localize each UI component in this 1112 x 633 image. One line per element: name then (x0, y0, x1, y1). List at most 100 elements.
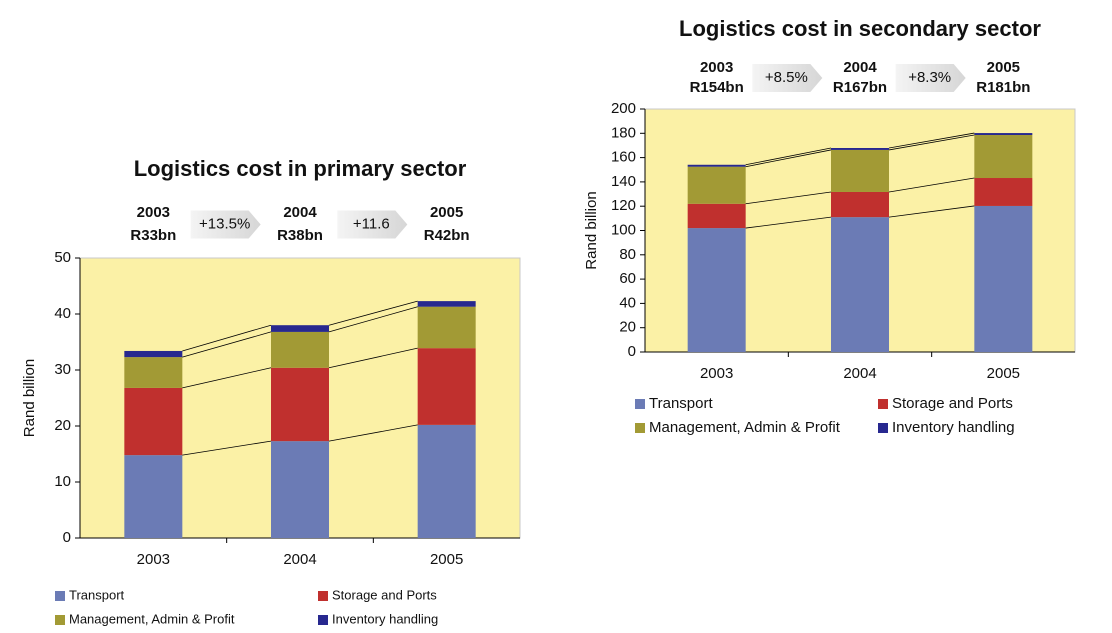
header-total: R154bn (690, 79, 744, 96)
connector (182, 440, 272, 456)
header-total: R167bn (833, 79, 887, 96)
bar-segment (417, 424, 476, 538)
bar-segment (687, 203, 746, 229)
connector (745, 149, 832, 168)
growth-label: +13.5% (199, 215, 250, 232)
legend-label: Storage and Ports (892, 395, 1013, 412)
y-tick-label: 0 (63, 529, 71, 546)
connector (745, 216, 832, 229)
y-tick-label: 100 (611, 221, 636, 238)
y-tick-label: 160 (611, 149, 636, 166)
legend-label: Storage and Ports (332, 587, 437, 602)
legend-label: Inventory handling (892, 419, 1015, 436)
growth-arrow (337, 210, 408, 239)
legend-swatch (878, 399, 888, 409)
connector (328, 424, 418, 442)
bar-segment (124, 350, 183, 358)
y-tick-label: 140 (611, 173, 636, 190)
y-tick-label: 0 (628, 343, 636, 360)
bar-segment (974, 178, 1033, 206)
header-year: 2003 (137, 204, 170, 221)
bar-segment (831, 191, 889, 218)
bar-segment (687, 164, 746, 167)
bar-segment (687, 228, 746, 352)
bar-segment (271, 367, 329, 442)
bar-segment (974, 133, 1033, 136)
header-year: 2004 (843, 59, 877, 76)
y-axis-label: Rand billion (583, 191, 600, 269)
y-tick-label: 40 (54, 305, 71, 322)
bar-segment (271, 325, 329, 332)
y-axis-label: Rand billion (21, 359, 38, 437)
connector (745, 147, 832, 166)
bar-segment (417, 306, 476, 349)
bar-segment (271, 331, 329, 368)
x-tick-label: 2003 (137, 551, 170, 568)
legend-label: Inventory handling (332, 611, 438, 626)
legend-swatch (318, 591, 328, 601)
growth-arrow (895, 64, 966, 92)
bar-segment (417, 301, 476, 307)
connector (888, 205, 975, 218)
bar-segment (687, 166, 746, 204)
connector (745, 191, 832, 205)
legend-swatch (55, 591, 65, 601)
bar-segment (831, 148, 889, 150)
connector (328, 300, 418, 326)
connector (328, 347, 418, 369)
bar-segment (831, 149, 889, 192)
x-tick-label: 2005 (987, 365, 1020, 382)
x-tick-label: 2004 (283, 551, 316, 568)
header-year: 2003 (700, 59, 733, 76)
header-total: R42bn (424, 227, 470, 244)
y-tick-label: 50 (54, 249, 71, 266)
x-tick-label: 2005 (430, 551, 463, 568)
y-tick-label: 200 (611, 100, 636, 117)
bar-segment (974, 205, 1033, 352)
bar-segment (124, 455, 183, 538)
connector (328, 306, 418, 333)
legend-label: Transport (69, 587, 125, 602)
legend-swatch (55, 615, 65, 625)
x-tick-label: 2003 (700, 365, 733, 382)
connector (182, 367, 272, 389)
bar-segment (417, 348, 476, 425)
growth-label: +8.3% (908, 69, 951, 86)
connector (888, 134, 975, 151)
header-total: R38bn (277, 227, 323, 244)
y-tick-label: 20 (619, 319, 636, 336)
legend-label: Management, Admin & Profit (69, 611, 235, 626)
bar-segment (974, 135, 1033, 179)
header-year: 2005 (987, 59, 1020, 76)
bar-segment (831, 217, 889, 352)
chart-title: Logistics cost in primary sector (134, 156, 467, 181)
connector (182, 324, 272, 352)
growth-arrow (190, 210, 261, 239)
y-tick-label: 10 (54, 473, 71, 490)
connector (888, 132, 975, 149)
y-tick-label: 80 (619, 246, 636, 263)
connector (182, 331, 272, 358)
y-tick-label: 180 (611, 124, 636, 141)
legend-swatch (318, 615, 328, 625)
y-tick-label: 60 (619, 270, 636, 287)
legend-swatch (635, 423, 645, 433)
y-tick-label: 20 (54, 417, 71, 434)
growth-arrow (752, 64, 823, 92)
growth-label: +8.5% (765, 69, 808, 86)
legend-label: Management, Admin & Profit (649, 419, 841, 436)
y-tick-label: 120 (611, 197, 636, 214)
legend-swatch (878, 423, 888, 433)
growth-label: +11.6 (353, 215, 390, 232)
x-tick-label: 2004 (843, 365, 876, 382)
header-total: R33bn (130, 227, 176, 244)
chart-title: Logistics cost in secondary sector (679, 16, 1041, 41)
legend-swatch (635, 399, 645, 409)
legend-label: Transport (649, 395, 713, 412)
header-year: 2004 (283, 204, 317, 221)
y-tick-label: 30 (54, 361, 71, 378)
header-total: R181bn (976, 79, 1030, 96)
bar-segment (124, 387, 183, 456)
y-tick-label: 40 (619, 294, 636, 311)
